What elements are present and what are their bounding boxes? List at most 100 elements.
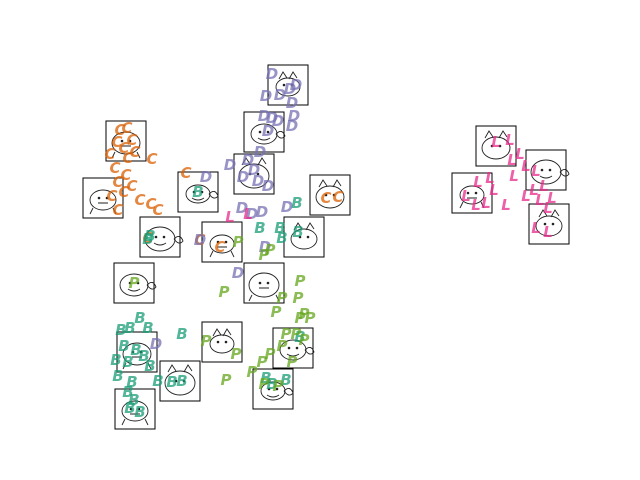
- scatter-point-c: C: [122, 149, 133, 167]
- scatter-point-l: L: [547, 189, 557, 207]
- scatter-point-d: D: [232, 264, 244, 282]
- doodle-thumbnail-marker: [283, 216, 325, 258]
- doodle-thumbnail-marker: [116, 331, 158, 373]
- scatter-point-c: C: [214, 238, 225, 256]
- scatter-point-l: L: [535, 191, 545, 209]
- doodle-thumbnail-marker: [159, 360, 201, 402]
- scatter-point-p: P: [231, 345, 242, 363]
- scatter-point-p: P: [257, 353, 268, 371]
- scatter-point-p: P: [219, 283, 230, 301]
- scatter-point-p: P: [277, 337, 288, 355]
- scatter-point-c: C: [146, 150, 157, 168]
- doodle-thumbnail-marker: [525, 149, 570, 191]
- scatter-point-c: C: [126, 131, 137, 149]
- scatter-point-p: P: [305, 309, 316, 327]
- scatter-point-b: B: [130, 341, 141, 359]
- scatter-point-b: B: [128, 391, 139, 409]
- scatter-point-p: P: [299, 305, 310, 323]
- scatter-point-b: B: [280, 371, 291, 389]
- scatter-point-d: D: [242, 151, 254, 169]
- scatter-point-b: B: [274, 219, 285, 237]
- scatter-point-l: L: [515, 145, 525, 163]
- scatter-point-d: D: [266, 65, 278, 83]
- doodle-thumbnail-marker: [233, 153, 275, 195]
- scatter-point-b: B: [266, 375, 277, 393]
- scatter-point-d: D: [259, 238, 271, 256]
- scatter-point-l: L: [501, 196, 511, 214]
- scatter-point-d: D: [252, 172, 264, 190]
- scatter-point-c: C: [142, 229, 153, 247]
- scatter-point-p: P: [259, 375, 270, 393]
- doodle-thumbnail-marker: [139, 216, 184, 258]
- doodle-thumbnail-marker: [252, 368, 294, 410]
- scatter-point-p: P: [265, 345, 276, 363]
- scatter-point-d: D: [224, 156, 236, 174]
- scatter-point-l: L: [521, 157, 531, 175]
- scatter-point-d: D: [150, 335, 162, 353]
- scatter-point-p: P: [293, 289, 304, 307]
- doodle-thumbnail-marker: [177, 171, 219, 213]
- scatter-point-l: L: [485, 169, 495, 187]
- scatter-point-b: B: [115, 321, 126, 339]
- scatter-point-b: B: [152, 372, 163, 390]
- scatter-point-b: B: [124, 319, 135, 337]
- scatter-point-b: B: [112, 367, 123, 385]
- scatter-point-l: L: [489, 181, 499, 199]
- scatter-point-c: C: [152, 201, 163, 219]
- scatter-point-c: C: [109, 159, 120, 177]
- scatter-point-l: L: [481, 194, 491, 212]
- scatter-point-l: L: [531, 219, 541, 237]
- scatter-point-b: B: [254, 219, 265, 237]
- scatter-point-l: L: [243, 205, 253, 223]
- scatter-point-p: P: [281, 325, 292, 343]
- scatter-point-d: D: [281, 198, 293, 216]
- scatter-point-l: L: [461, 187, 471, 205]
- scatter-point-c: C: [120, 166, 131, 184]
- scatter-point-b: B: [292, 223, 303, 241]
- scatter-point-b: B: [122, 383, 133, 401]
- scatter-point-c: C: [106, 187, 117, 205]
- scatter-point-b: B: [124, 399, 135, 417]
- scatter-point-b: B: [142, 230, 153, 248]
- scatter-point-d: D: [274, 86, 286, 104]
- scatter-point-p: P: [295, 309, 306, 327]
- scatter-point-l: L: [491, 133, 501, 151]
- scatter-point-b: B: [291, 194, 302, 212]
- scatter-point-c: C: [112, 173, 123, 191]
- scatter-point-b: B: [176, 372, 187, 390]
- doodle-thumbnail-marker: [475, 125, 517, 167]
- scatter-point-d: D: [286, 94, 298, 112]
- scatter-point-l: L: [505, 131, 515, 149]
- scatter-point-p: P: [129, 274, 140, 292]
- scatter-point-p: P: [221, 371, 232, 389]
- scatter-point-l: L: [543, 223, 553, 241]
- scatter-point-b: B: [144, 357, 155, 375]
- scatter-point-c: C: [118, 183, 129, 201]
- scatter-point-l: L: [471, 196, 481, 214]
- scatter-point-c: C: [320, 189, 331, 207]
- scatter-point-c: C: [112, 201, 123, 219]
- doodle-thumbnail-marker: [272, 327, 315, 369]
- scatter-point-l: L: [509, 167, 519, 185]
- scatter-point-d: D: [236, 199, 248, 217]
- scatter-point-b: B: [134, 309, 145, 327]
- scatter-point-c: C: [145, 195, 156, 213]
- scatter-point-l: L: [225, 208, 235, 226]
- scatter-point-l: L: [539, 177, 549, 195]
- scatter-point-d: D: [246, 205, 258, 223]
- scatter-point-p: P: [271, 303, 282, 321]
- scatter-point-b: B: [192, 183, 203, 201]
- scatter-point-b: B: [294, 328, 305, 346]
- scatter-point-d: D: [237, 168, 249, 186]
- scatter-point-p: P: [287, 353, 298, 371]
- scatter-point-p: P: [299, 331, 310, 349]
- scatter-point-l: L: [543, 199, 553, 217]
- scatter-point-d: D: [256, 203, 268, 221]
- scatter-point-p: P: [295, 272, 306, 290]
- scatter-point-p: P: [265, 241, 276, 259]
- scatter-point-d: D: [248, 161, 260, 179]
- scatter-point-d: D: [284, 80, 296, 98]
- scatter-point-d: D: [262, 122, 274, 140]
